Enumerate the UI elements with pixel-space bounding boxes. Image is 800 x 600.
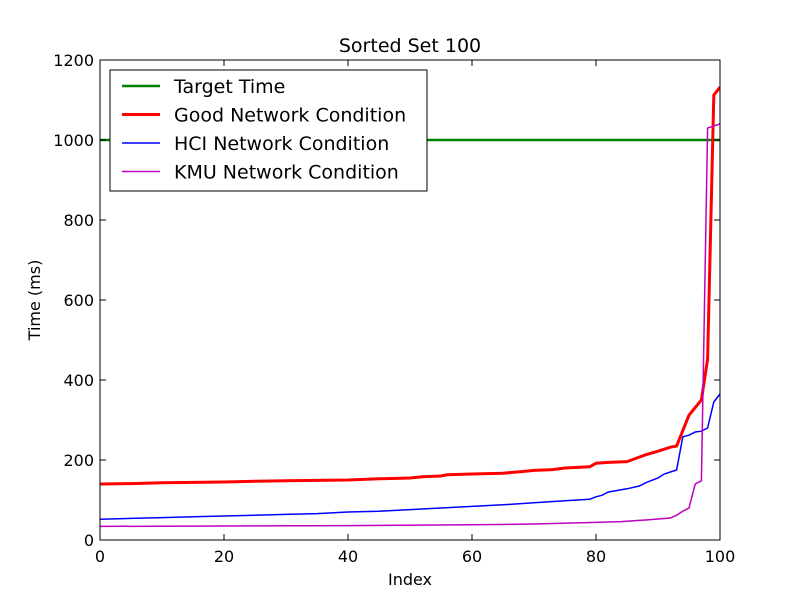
x-tick-label: 80 xyxy=(586,547,606,566)
legend-box xyxy=(109,69,428,192)
y-tick-label: 800 xyxy=(63,211,94,230)
y-tick-label: 600 xyxy=(63,291,94,310)
x-tick-label: 60 xyxy=(462,547,482,566)
chart-title: Sorted Set 100 xyxy=(339,35,481,57)
series-line-2 xyxy=(100,86,720,486)
y-tick-label: 0 xyxy=(84,531,94,550)
legend-label-2: Good Network Condition xyxy=(174,105,406,127)
y-tick-label: 1200 xyxy=(53,51,94,70)
y-axis-label: Time (ms) xyxy=(25,260,44,342)
y-tick-label: 1000 xyxy=(53,131,94,150)
legend-label-4: KMU Network Condition xyxy=(174,162,399,184)
y-tick-label: 400 xyxy=(63,371,94,390)
x-axis-label: Index xyxy=(388,570,432,589)
series-line-4 xyxy=(100,123,720,528)
legend-label-3: HCI Network Condition xyxy=(174,133,389,155)
legend: Target Time Good Network Condition HCI Net… xyxy=(109,69,428,192)
series-line-3 xyxy=(100,393,720,520)
legend-label-1: Target Time xyxy=(173,76,285,98)
y-tick-label: 200 xyxy=(63,451,94,470)
x-tick-label: 0 xyxy=(95,547,105,566)
x-tick-label: 40 xyxy=(338,547,358,566)
x-tick-label: 100 xyxy=(705,547,736,566)
x-tick-label: 20 xyxy=(214,547,234,566)
